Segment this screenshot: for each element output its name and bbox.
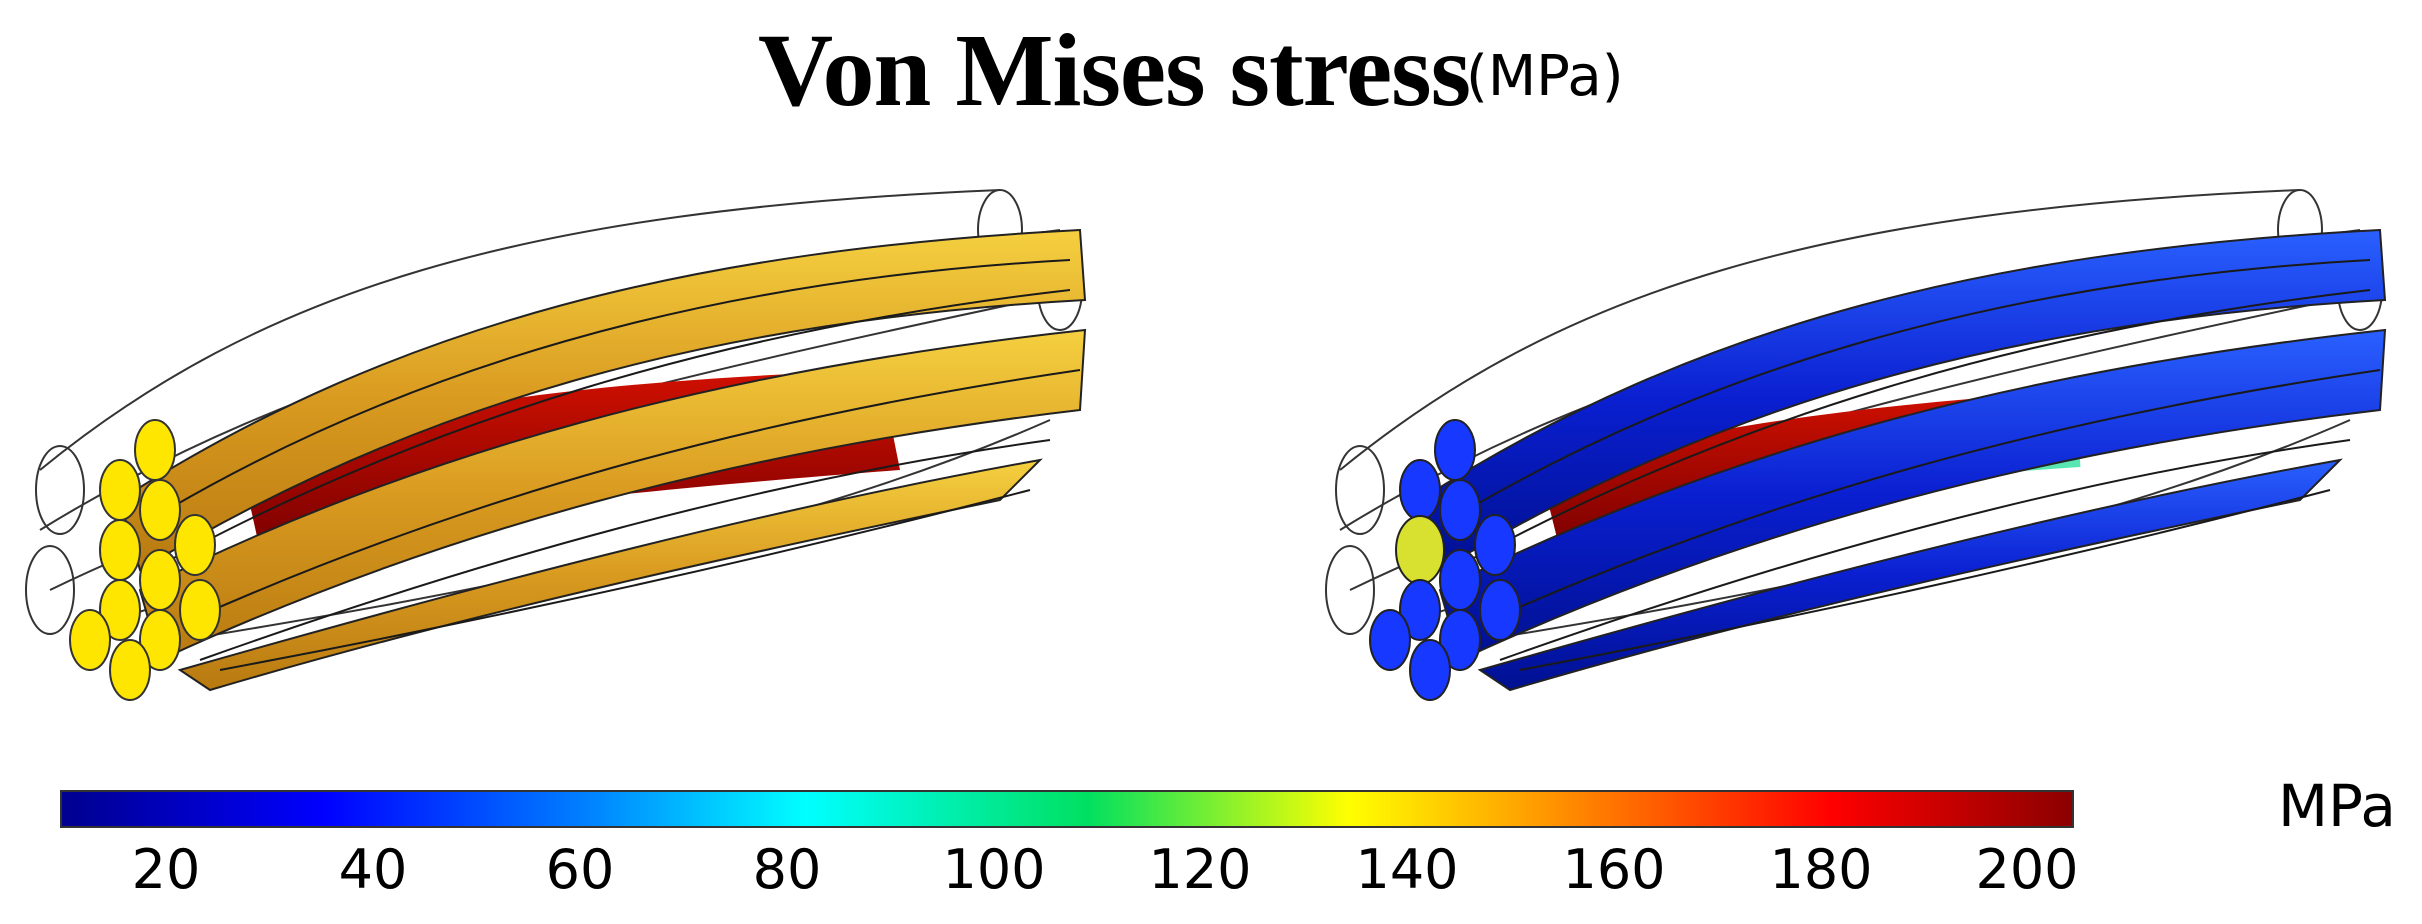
colorbar-tick: 140 bbox=[1355, 838, 1459, 901]
colorbar-tick: 40 bbox=[338, 838, 408, 901]
colorbar-tick: 200 bbox=[1975, 838, 2079, 901]
left-cross-section bbox=[69, 419, 221, 701]
colorbar-tick: 160 bbox=[1562, 838, 1666, 901]
colorbar-unit: MPa bbox=[2278, 772, 2396, 840]
stress-scene bbox=[25, 189, 2387, 701]
title-unit: (MPa) bbox=[1466, 44, 1624, 109]
right-cross-section bbox=[1369, 419, 1521, 701]
right-helical-lines bbox=[1449, 259, 2381, 671]
colorbar-tick: 60 bbox=[545, 838, 615, 901]
right-wire-rope bbox=[1325, 189, 2387, 701]
colorbar-tick: 20 bbox=[131, 838, 201, 901]
left-wire-rope bbox=[25, 189, 1087, 701]
colorbar-tick: 120 bbox=[1148, 838, 1252, 901]
colorbar bbox=[60, 790, 2074, 828]
figure-title: Von Mises stress (MPa) bbox=[0, 0, 2422, 160]
title-main: Von Mises stress bbox=[758, 13, 1471, 128]
right-helical-strands bbox=[1418, 228, 2387, 692]
colorbar-tick: 100 bbox=[942, 838, 1046, 901]
colorbar-tick: 180 bbox=[1769, 838, 1873, 901]
colorbar-tick: 80 bbox=[752, 838, 822, 901]
left-helical-strands bbox=[118, 228, 1087, 692]
left-helical-lines bbox=[149, 259, 1081, 671]
